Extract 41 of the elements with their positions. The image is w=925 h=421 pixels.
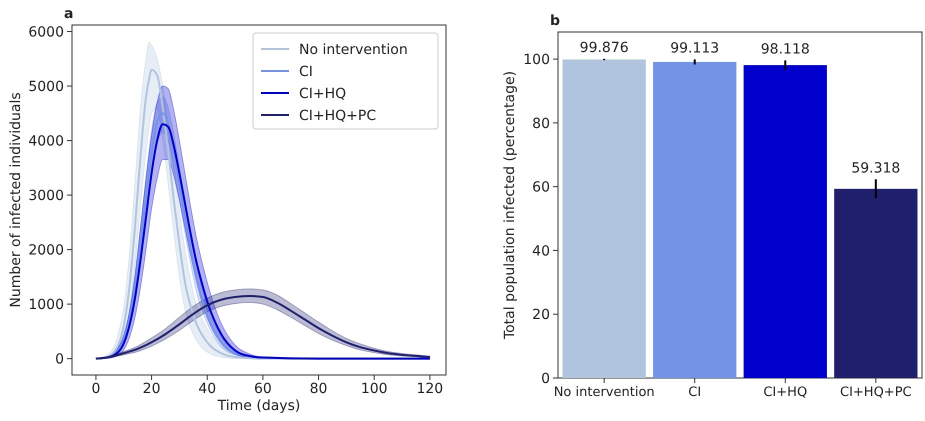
legend-label: CI+HQ+PC xyxy=(299,108,376,124)
y-tick-label: 80 xyxy=(532,116,550,132)
data-label: 99.876 xyxy=(580,40,629,56)
chart-title: a xyxy=(64,6,74,22)
bar xyxy=(653,62,736,378)
x-tick-label: No intervention xyxy=(554,385,655,400)
x-tick-label: 80 xyxy=(310,381,328,397)
y-tick-label: 4000 xyxy=(28,134,64,150)
y-tick-label: 5000 xyxy=(28,79,64,96)
y-tick-label: 40 xyxy=(532,243,550,260)
legend-label: No intervention xyxy=(299,42,408,58)
y-tick-label: 100 xyxy=(523,52,550,68)
x-tick-label: 120 xyxy=(416,381,444,397)
bar xyxy=(744,65,827,378)
x-tick-label: CI+HQ xyxy=(763,385,808,400)
y-tick-label: 3000 xyxy=(28,188,64,204)
legend-label: CI+HQ xyxy=(299,86,346,102)
legend-label: CI xyxy=(299,64,313,80)
data-label: 99.113 xyxy=(670,40,720,56)
y-axis-title: Number of infected individuals xyxy=(8,92,24,308)
y-tick-label: 6000 xyxy=(28,24,64,41)
y-tick-label: 1000 xyxy=(28,297,64,314)
y-tick-label: 0 xyxy=(541,371,550,387)
data-label: 98.118 xyxy=(760,41,810,58)
y-tick-label: 0 xyxy=(55,352,64,368)
y-tick-label: 60 xyxy=(532,180,550,196)
y-tick-label: 2000 xyxy=(28,242,64,259)
bar xyxy=(562,60,646,378)
x-tick-label: 100 xyxy=(360,381,388,397)
bar xyxy=(834,188,918,378)
y-tick-label: 20 xyxy=(532,307,550,324)
x-tick-label: 0 xyxy=(91,381,100,397)
chart-title: b xyxy=(550,13,560,29)
x-tick-label: CI+HQ+PC xyxy=(840,385,912,400)
x-tick-label: 40 xyxy=(198,381,216,397)
x-tick-label: 20 xyxy=(142,381,160,397)
x-tick-label: CI xyxy=(688,385,702,400)
x-tick-label: 60 xyxy=(254,381,272,397)
data-label: 59.318 xyxy=(851,160,900,176)
x-axis-title: Time (days) xyxy=(216,398,300,414)
y-axis-title: Total population infected (percentage) xyxy=(502,70,518,340)
